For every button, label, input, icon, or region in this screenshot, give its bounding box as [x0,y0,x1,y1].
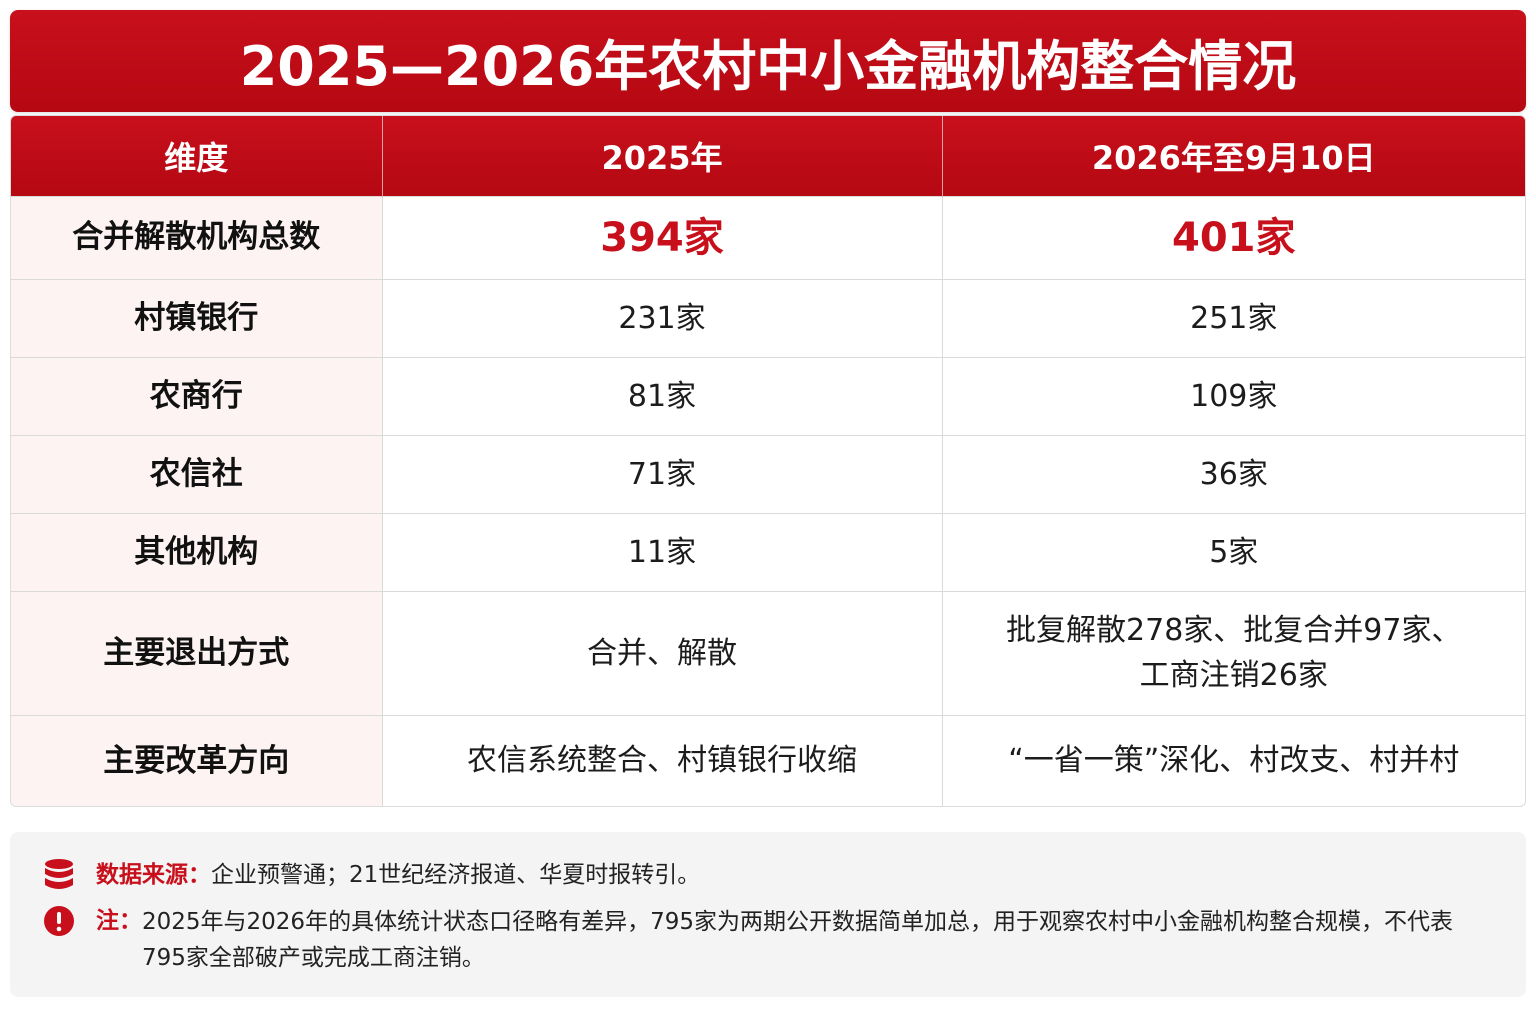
row-label-village-bank: 村镇银行 [11,278,383,357]
remark-text: 2025年与2026年的具体统计状态口径略有差异，795家为两期公开数据简单加总… [142,909,1453,971]
rural-commercial-bank-2026-value: 109家 [942,356,1525,435]
village-bank-2026-value: 251家 [942,278,1525,357]
table-row: 农信社 71家 36家 [11,434,1525,513]
exit-method-2026-line1: 批复解散278家、批复合并97家、 [1006,613,1462,648]
remark-note: 注： 2025年与2026年的具体统计状态口径略有差异，795家为两期公开数据简… [42,904,1477,976]
source-text: 企业预警通；21世纪经济报道、华夏时报转引。 [211,862,701,888]
header-dimension: 维度 [11,116,383,196]
exit-method-2025-value: 合并、解散 [382,590,943,715]
comparison-table: 维度 2025年 2026年至9月10日 合并解散机构总数 394家 401家 … [10,115,1526,807]
total-2026-value: 401家 [942,195,1525,279]
other-institutions-2026-value: 5家 [942,512,1525,591]
reform-direction-2026-value: “一省一策”深化、村改支、村并村 [942,714,1525,806]
title-banner: 2025—2026年农村中小金融机构整合情况 [10,10,1526,112]
database-icon [42,858,76,892]
table-row: 合并解散机构总数 394家 401家 [11,195,1525,279]
reform-direction-2025-value: 农信系统整合、村镇银行收缩 [382,714,943,806]
table-row: 农商行 81家 109家 [11,356,1525,435]
row-label-rural-commercial-bank: 农商行 [11,356,383,435]
page-title: 2025—2026年农村中小金融机构整合情况 [239,34,1297,98]
header-2026: 2026年至9月10日 [942,116,1525,196]
row-label-rural-credit-coop: 农信社 [11,434,383,513]
rural-credit-coop-2025-value: 71家 [382,434,943,513]
remark-label: 注： [96,908,142,934]
table-row: 其他机构 11家 5家 [11,512,1525,591]
village-bank-2025-value: 231家 [382,278,943,357]
row-label-total: 合并解散机构总数 [11,195,383,279]
exclamation-circle-icon [42,904,76,938]
total-2025-value: 394家 [382,195,943,279]
row-label-exit-method: 主要退出方式 [11,590,383,715]
exit-method-2026-value: 批复解散278家、批复合并97家、 工商注销26家 [942,590,1525,715]
table-row: 主要退出方式 合并、解散 批复解散278家、批复合并97家、 工商注销26家 [11,590,1525,715]
table-row: 村镇银行 231家 251家 [11,278,1525,357]
rural-credit-coop-2026-value: 36家 [942,434,1525,513]
notes-panel: 数据来源： 企业预警通；21世纪经济报道、华夏时报转引。 注： 2025年与20… [10,832,1526,997]
source-note: 数据来源： 企业预警通；21世纪经济报道、华夏时报转引。 [42,858,700,892]
exit-method-2026-line2: 工商注销26家 [1139,658,1328,693]
row-label-other-institutions: 其他机构 [11,512,383,591]
row-label-reform-direction: 主要改革方向 [11,714,383,806]
rural-commercial-bank-2025-value: 81家 [382,356,943,435]
source-label: 数据来源： [96,862,211,888]
table-header-row: 维度 2025年 2026年至9月10日 [11,116,1525,196]
header-2025: 2025年 [382,116,943,196]
other-institutions-2025-value: 11家 [382,512,943,591]
table-row: 主要改革方向 农信系统整合、村镇银行收缩 “一省一策”深化、村改支、村并村 [11,714,1525,806]
